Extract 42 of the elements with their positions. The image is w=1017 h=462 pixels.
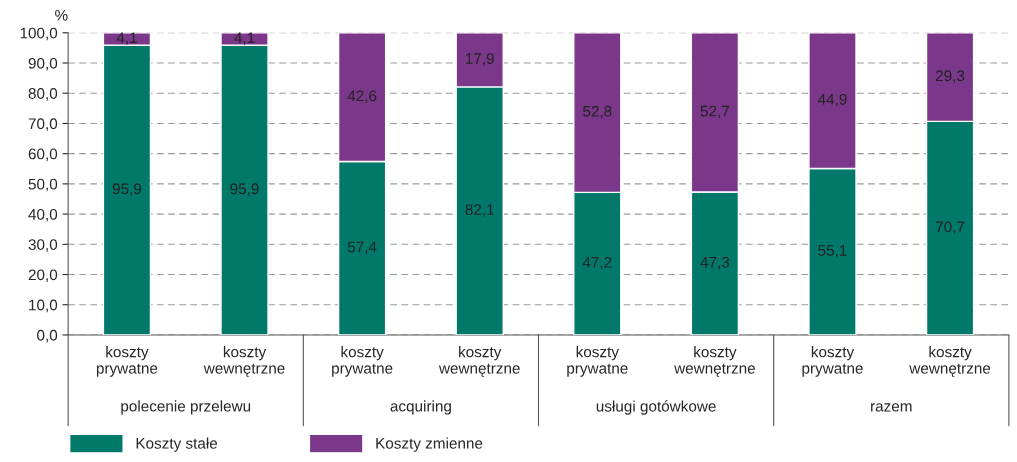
legend-label: Koszty stałe [136,437,218,452]
data-label: 55,1 [818,245,847,258]
data-label: 4,1 [234,32,255,45]
x-tick-label: koszty wewnętrzne [438,346,520,377]
y-tick-label: 10,0 [29,299,58,313]
y-tick-label: 20,0 [28,269,58,283]
data-label: 95,9 [112,183,142,196]
data-label: 17,9 [466,53,494,66]
y-tick-label: 90,0 [28,57,58,71]
y-tick-label: 100,0 [20,27,58,41]
x-tick-label: koszty prywatne [96,346,158,377]
y-tick-label: 50,0 [28,178,58,192]
text: acquiring [390,400,451,415]
data-label: 47,3 [700,256,730,270]
data-label: 70,7 [935,221,965,235]
y-tick-label: 30,0 [28,239,58,252]
text: polecenie przelewu [121,400,251,415]
x-tick-label: koszty prywatne [802,346,863,377]
x-tick-label: koszty wewnętrzne [674,346,755,377]
x-tick-label: koszty wewnętrzne [203,346,285,377]
y-tick-label: 0,0 [37,329,58,343]
data-label: 47,2 [582,256,612,270]
data-label: 82,1 [465,204,494,217]
data-label: 44,9 [817,93,847,107]
data-label: 52,8 [583,105,612,119]
y-tick-label: 70,0 [28,118,58,131]
data-label: 29,3 [935,70,965,83]
x-tick-label: koszty prywatne [332,346,393,377]
legend-label: Koszty zmienne [376,437,483,452]
data-label: 95,9 [230,183,259,196]
y-tick-label: 60,0 [28,148,58,162]
data-label: 42,6 [347,90,377,104]
data-label: 4,1 [116,32,137,45]
x-tick-label: koszty wewnętrzne [909,346,991,377]
data-label: 52,7 [700,105,729,119]
text: razem [871,403,912,412]
text: usługi gotówkowe [596,400,716,415]
y-axis-title: % [55,9,68,21]
y-tick-label: 80,0 [28,88,58,101]
x-tick-label: koszty prywatne [567,346,628,377]
y-tick-label: 40,0 [28,208,58,222]
data-label: 57,4 [347,241,377,255]
